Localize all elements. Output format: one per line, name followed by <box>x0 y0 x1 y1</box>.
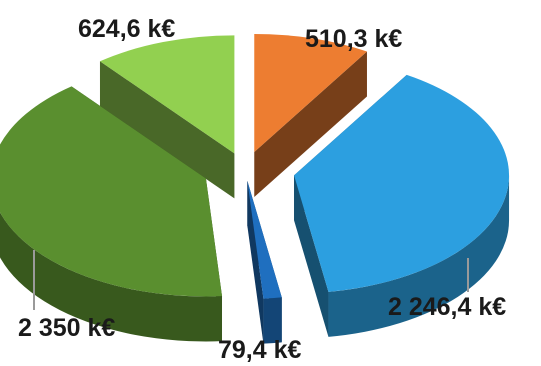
pie-slice-3 <box>0 86 223 342</box>
slice-label-624-6: 624,6 k€ <box>78 15 175 43</box>
pie-slice-4-top <box>99 35 235 154</box>
slice-label-510-3: 510,3 k€ <box>305 25 402 53</box>
pie-slice-1-side-0 <box>328 175 510 337</box>
pie-slice-4-wall-0 <box>99 61 235 199</box>
slice-label-2350: 2 350 k€ <box>18 314 115 342</box>
pie-slice-4 <box>99 35 235 199</box>
pie-slice-3-top <box>0 86 223 297</box>
leader-lines <box>33 250 469 310</box>
pie-slice-1 <box>294 74 510 337</box>
slice-label-2246-4: 2 246,4 k€ <box>388 293 506 321</box>
pie-slice-2-wall-1 <box>247 180 264 344</box>
pie-slice-3-side-0 <box>0 212 223 342</box>
pie-slice-0-top <box>254 34 367 153</box>
pie-slice-1-wall-1 <box>294 175 329 337</box>
pie-slice-2-top <box>247 180 282 299</box>
pie-slice-0 <box>254 34 367 198</box>
pie-slice-1-top <box>294 74 510 292</box>
slice-label-79-4: 79,4 k€ <box>218 336 302 364</box>
pie-slices <box>0 34 510 344</box>
data-labels: 510,3 k€ 2 246,4 k€ 79,4 k€ 2 350 k€ 624… <box>18 15 506 364</box>
pie-slice-2 <box>247 180 282 344</box>
pie-slice-0-wall-1 <box>254 51 367 198</box>
pie-slice-2-side-0 <box>263 297 282 344</box>
